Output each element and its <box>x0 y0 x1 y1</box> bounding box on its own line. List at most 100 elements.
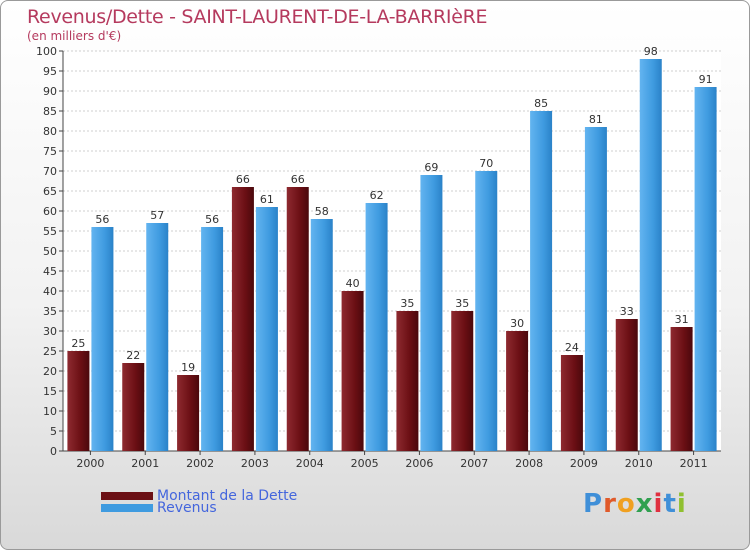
data-label-dette: 66 <box>236 173 250 186</box>
x-tick-label: 2011 <box>680 457 708 470</box>
x-tick-label: 2005 <box>351 457 379 470</box>
logo-letter: i <box>676 489 687 519</box>
y-tick-label: 85 <box>43 105 57 118</box>
data-label-revenus: 81 <box>589 113 603 126</box>
bar-revenus <box>475 171 498 451</box>
logo-letter: t <box>663 489 677 519</box>
data-label-revenus: 69 <box>424 161 438 174</box>
x-tick-label: 2000 <box>76 457 104 470</box>
data-label-revenus: 56 <box>95 213 109 226</box>
bar-dette <box>506 331 529 451</box>
bar-dette <box>560 355 583 451</box>
bar-dette <box>177 375 200 451</box>
data-label-revenus: 56 <box>205 213 219 226</box>
x-tick-label: 2004 <box>296 457 324 470</box>
y-tick-label: 10 <box>43 405 57 418</box>
bar-revenus <box>255 207 278 451</box>
bar-dette <box>670 327 693 451</box>
bar-dette <box>122 363 145 451</box>
data-label-dette: 33 <box>620 305 634 318</box>
logo-letter: x <box>635 489 654 519</box>
proxiti-logo: Proxiti <box>583 489 687 519</box>
x-tick-label: 2006 <box>405 457 433 470</box>
bar-revenus <box>694 87 717 451</box>
y-tick-label: 95 <box>43 65 57 78</box>
data-label-revenus: 61 <box>260 193 274 206</box>
data-label-dette: 66 <box>291 173 305 186</box>
x-tick-label: 2003 <box>241 457 269 470</box>
x-tick-label: 2008 <box>515 457 543 470</box>
data-label-dette: 25 <box>71 337 85 350</box>
y-tick-label: 45 <box>43 265 57 278</box>
x-tick-label: 2010 <box>625 457 653 470</box>
y-tick-label: 30 <box>43 325 57 338</box>
bar-revenus <box>146 223 169 451</box>
bar-revenus <box>420 175 443 451</box>
data-label-dette: 40 <box>346 277 360 290</box>
bar-dette <box>67 351 90 451</box>
legend-item-revenus: Revenus <box>101 500 297 516</box>
bar-revenus <box>365 203 388 451</box>
data-label-dette: 19 <box>181 361 195 374</box>
bar-revenus <box>310 219 333 451</box>
legend-item-dette: Montant de la Dette <box>101 488 297 504</box>
bar-dette <box>396 311 419 451</box>
logo-letter: P <box>583 489 604 519</box>
legend-swatch-revenus <box>101 504 153 512</box>
y-tick-label: 70 <box>43 165 57 178</box>
bar-dette <box>341 291 364 451</box>
data-label-revenus: 57 <box>150 209 164 222</box>
data-label-dette: 35 <box>455 297 469 310</box>
data-label-revenus: 98 <box>644 45 658 58</box>
legend-label-revenus: Revenus <box>157 500 217 516</box>
y-tick-label: 90 <box>43 85 57 98</box>
x-tick-label: 2007 <box>460 457 488 470</box>
logo-letter: i <box>653 489 664 519</box>
data-label-revenus: 62 <box>370 189 384 202</box>
data-label-dette: 24 <box>565 341 579 354</box>
legend-label-dette: Montant de la Dette <box>157 488 298 504</box>
logo-letter: r <box>603 489 617 519</box>
bar-dette <box>451 311 474 451</box>
y-tick-label: 65 <box>43 185 57 198</box>
y-tick-label: 35 <box>43 305 57 318</box>
y-tick-label: 75 <box>43 145 57 158</box>
bar-dette <box>286 187 309 451</box>
bar-dette <box>231 187 254 451</box>
bar-dette <box>615 319 638 451</box>
y-tick-label: 20 <box>43 365 57 378</box>
x-tick-label: 2009 <box>570 457 598 470</box>
bar-revenus <box>639 59 662 451</box>
data-label-revenus: 91 <box>699 73 713 86</box>
y-tick-label: 60 <box>43 205 57 218</box>
logo-letter: o <box>616 489 636 519</box>
chart-legend: Montant de la Dette Revenus <box>101 488 297 516</box>
chart-subtitle: (en milliers d'€) <box>27 29 122 43</box>
data-label-dette: 22 <box>126 349 140 362</box>
y-tick-label: 5 <box>50 425 57 438</box>
y-tick-label: 100 <box>36 45 57 58</box>
bar-revenus <box>530 111 553 451</box>
data-label-revenus: 70 <box>479 157 493 170</box>
data-label-dette: 31 <box>675 313 689 326</box>
y-tick-label: 25 <box>43 345 57 358</box>
chart-title: Revenus/Dette - SAINT-LAURENT-DE-LA-BARR… <box>27 6 488 28</box>
y-tick-label: 15 <box>43 385 57 398</box>
x-tick-label: 2002 <box>186 457 214 470</box>
y-tick-label: 50 <box>43 245 57 258</box>
data-label-revenus: 85 <box>534 97 548 110</box>
legend-swatch-dette <box>101 492 153 500</box>
bar-revenus <box>91 227 114 451</box>
data-label-dette: 30 <box>510 317 524 330</box>
y-tick-label: 40 <box>43 285 57 298</box>
y-tick-label: 0 <box>50 445 57 458</box>
y-tick-label: 55 <box>43 225 57 238</box>
x-tick-label: 2001 <box>131 457 159 470</box>
data-label-dette: 35 <box>400 297 414 310</box>
bar-revenus <box>201 227 224 451</box>
y-tick-label: 80 <box>43 125 57 138</box>
data-label-revenus: 58 <box>315 205 329 218</box>
bar-revenus <box>584 127 607 451</box>
